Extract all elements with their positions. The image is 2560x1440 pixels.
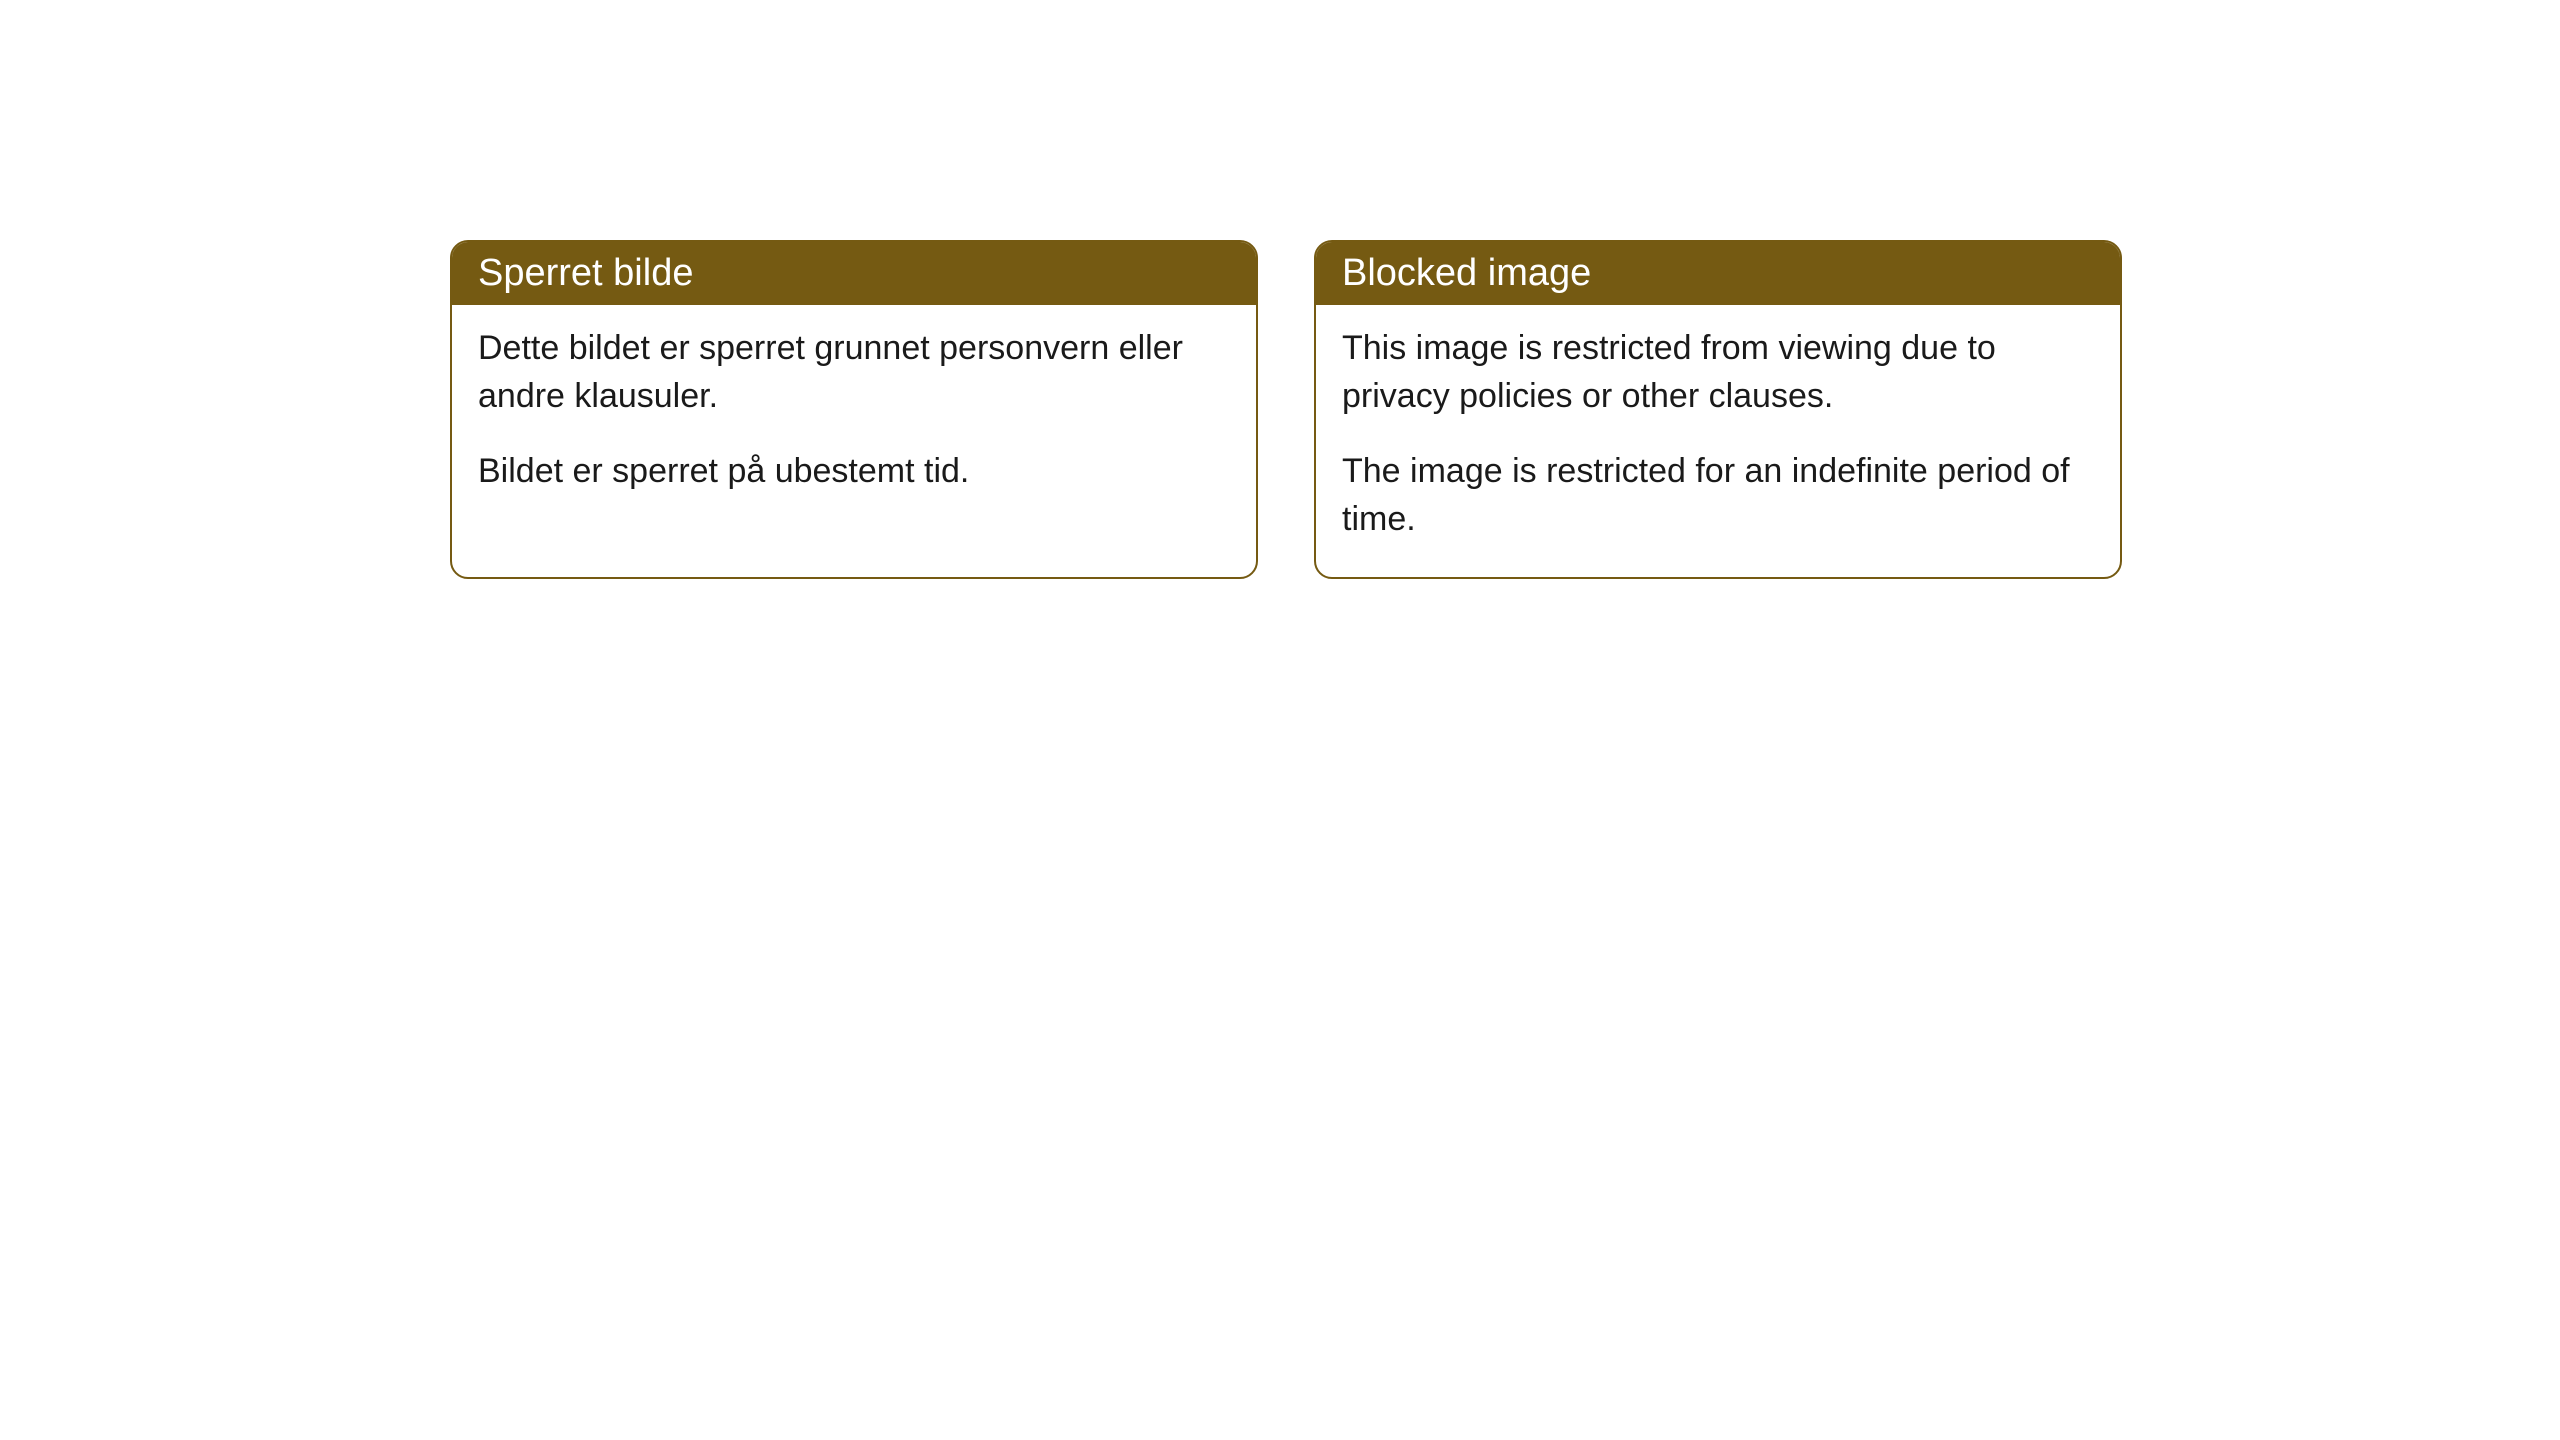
- card-body: Dette bildet er sperret grunnet personve…: [452, 305, 1256, 530]
- notice-cards-container: Sperret bilde Dette bildet er sperret gr…: [450, 240, 2122, 579]
- card-body: This image is restricted from viewing du…: [1316, 305, 2120, 577]
- card-paragraph: The image is restricted for an indefinit…: [1342, 448, 2094, 543]
- card-paragraph: Dette bildet er sperret grunnet personve…: [478, 325, 1230, 420]
- card-header: Sperret bilde: [452, 242, 1256, 305]
- card-header: Blocked image: [1316, 242, 2120, 305]
- card-paragraph: This image is restricted from viewing du…: [1342, 325, 2094, 420]
- card-paragraph: Bildet er sperret på ubestemt tid.: [478, 448, 1230, 496]
- blocked-image-card-norwegian: Sperret bilde Dette bildet er sperret gr…: [450, 240, 1258, 579]
- blocked-image-card-english: Blocked image This image is restricted f…: [1314, 240, 2122, 579]
